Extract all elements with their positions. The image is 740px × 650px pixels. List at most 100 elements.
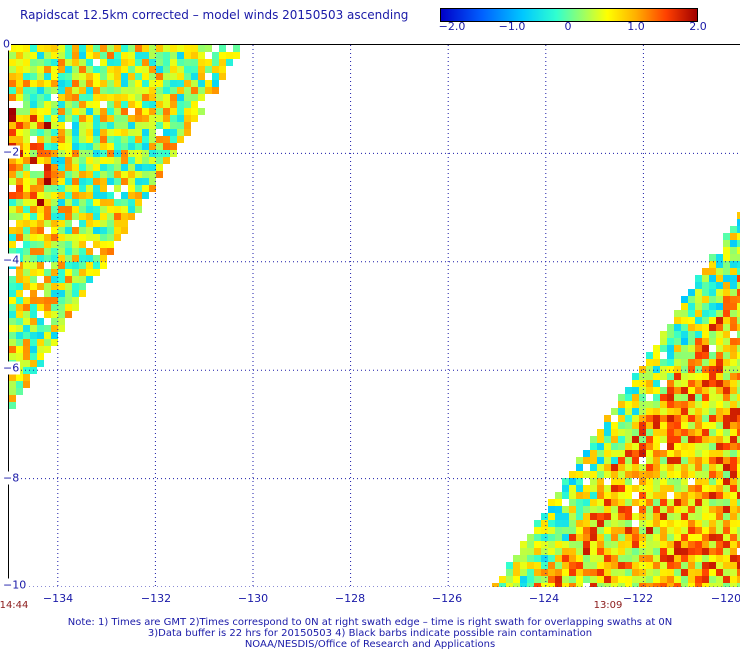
swath-cell-east: [723, 261, 730, 268]
swath-cell-east: [653, 562, 660, 569]
swath-cell-west: [177, 101, 184, 108]
swath-cell-west: [37, 150, 44, 157]
swath-cell-west: [51, 227, 58, 234]
swath-cell-east: [674, 520, 681, 527]
swath-cell-east: [660, 457, 667, 464]
swath-cell-west: [23, 374, 30, 381]
swath-cell-east: [590, 506, 597, 513]
swath-cell-west: [86, 220, 93, 227]
swath-cell-east: [639, 436, 646, 443]
swath-cell-east: [632, 457, 639, 464]
swath-cell-west: [170, 87, 177, 94]
swath-cell-east: [709, 492, 716, 499]
swath-cell-east: [688, 345, 695, 352]
swath-cell-west: [23, 73, 30, 80]
swath-cell-east: [695, 310, 702, 317]
swath-cell-east: [667, 359, 674, 366]
swath-cell-west: [30, 87, 37, 94]
swath-cell-west: [30, 297, 37, 304]
swath-cell-east: [737, 583, 740, 587]
swath-cell-west: [93, 143, 100, 150]
swath-cell-west: [9, 290, 16, 297]
swath-cell-east: [709, 457, 716, 464]
swath-cell-east: [723, 513, 730, 520]
swath-cell-west: [72, 192, 79, 199]
swath-cell-east: [569, 485, 576, 492]
swath-cell-east: [695, 464, 702, 471]
swath-cell-east: [737, 422, 740, 429]
swath-cell-east: [723, 373, 730, 380]
swath-cell-west: [163, 52, 170, 59]
swath-cell-east: [660, 513, 667, 520]
swath-cell-west: [135, 80, 142, 87]
swath-cell-west: [156, 122, 163, 129]
swath-cell-east: [562, 548, 569, 555]
swath-cell-east: [618, 478, 625, 485]
swath-cell-east: [737, 527, 740, 534]
swath-cell-west: [142, 122, 149, 129]
swath-cell-east: [653, 485, 660, 492]
swath-cell-east: [597, 520, 604, 527]
swath-cell-east: [702, 338, 709, 345]
swath-cell-east: [723, 576, 730, 583]
swath-cell-east: [569, 541, 576, 548]
swath-cell-east: [674, 352, 681, 359]
swath-cell-east: [618, 457, 625, 464]
swath-cell-east: [660, 506, 667, 513]
swath-cell-east: [639, 583, 646, 587]
swath-cell-west: [107, 52, 114, 59]
swath-cell-east: [667, 506, 674, 513]
swath-cell-east: [695, 569, 702, 576]
swath-cell-west: [51, 199, 58, 206]
swath-cell-east: [625, 534, 632, 541]
swath-cell-east: [653, 387, 660, 394]
swath-cell-west: [100, 157, 107, 164]
swath-cell-west: [51, 234, 58, 241]
swath-cell-west: [72, 213, 79, 220]
swath-cell-west: [65, 115, 72, 122]
swath-cell-east: [730, 352, 737, 359]
swath-cell-west: [65, 262, 72, 269]
swath-cell-west: [23, 59, 30, 66]
swath-cell-west: [79, 108, 86, 115]
swath-cell-east: [611, 478, 618, 485]
swath-cell-west: [114, 143, 121, 150]
swath-cell-west: [72, 143, 79, 150]
swath-cell-east: [667, 513, 674, 520]
swath-cell-east: [716, 408, 723, 415]
swath-cell-east: [702, 282, 709, 289]
swath-cell-west: [16, 213, 23, 220]
swath-cell-west: [149, 164, 156, 171]
swath-cell-west: [23, 136, 30, 143]
swath-cell-west: [128, 199, 135, 206]
swath-cell-east: [674, 331, 681, 338]
swath-cell-west: [149, 143, 156, 150]
swath-cell-west: [142, 136, 149, 143]
swath-cell-west: [100, 164, 107, 171]
swath-cell-east: [723, 352, 730, 359]
swath-cell-east: [702, 331, 709, 338]
swath-cell-east: [737, 359, 740, 366]
swath-cell-west: [226, 59, 233, 66]
swath-cell-east: [702, 555, 709, 562]
swath-cell-west: [198, 45, 205, 52]
swath-cell-west: [44, 171, 51, 178]
swath-cell-west: [198, 73, 205, 80]
swath-cell-east: [520, 541, 527, 548]
swath-cell-west: [149, 129, 156, 136]
swath-cell-east: [611, 450, 618, 457]
swath-cell-west: [51, 269, 58, 276]
swath-cell-east: [681, 464, 688, 471]
swath-cell-west: [100, 66, 107, 73]
swath-cell-east: [625, 436, 632, 443]
swath-cell-west: [30, 108, 37, 115]
swath-cell-west: [16, 171, 23, 178]
swath-cell-east: [653, 408, 660, 415]
swath-cell-east: [737, 282, 740, 289]
swath-cell-east: [646, 576, 653, 583]
swath-cell-west: [100, 255, 107, 262]
swath-cell-west: [37, 262, 44, 269]
swath-cell-east: [555, 527, 562, 534]
swath-cell-west: [9, 283, 16, 290]
swath-cell-east: [625, 464, 632, 471]
